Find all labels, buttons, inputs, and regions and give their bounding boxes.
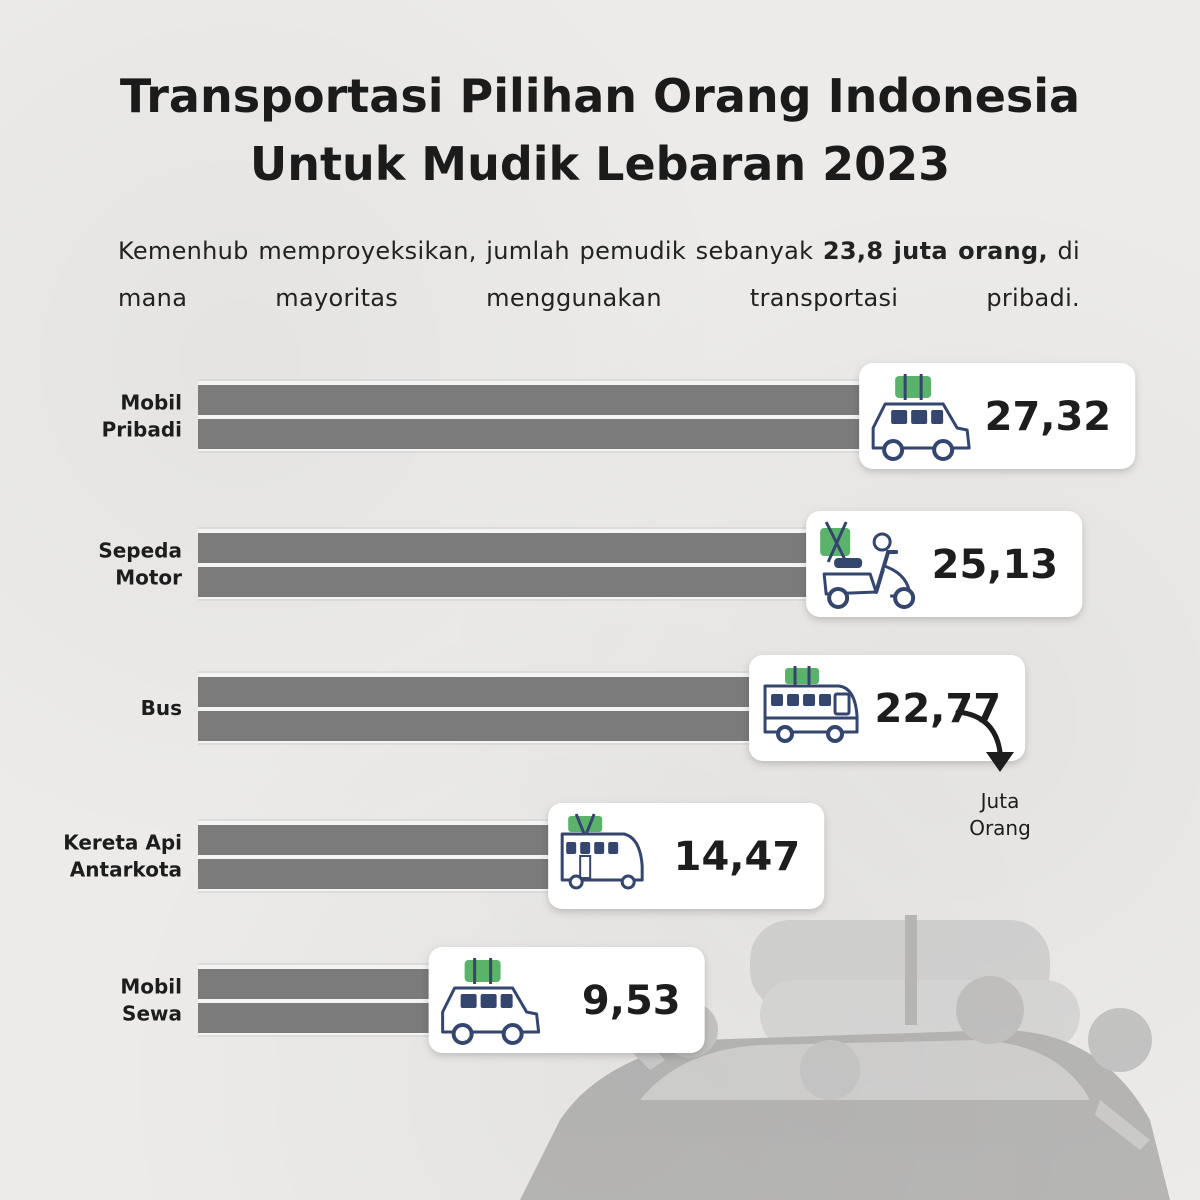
car-icon (441, 958, 541, 1045)
unit-line-1: Juta (980, 789, 1020, 813)
category-label: Antarkota (70, 858, 182, 882)
value-card: 14,47 (548, 803, 825, 909)
bar (198, 819, 559, 893)
bar-group: Sepeda Motor 25,13 (98, 511, 1083, 617)
value-card: 27,32 (859, 363, 1136, 469)
category-label: Sepeda (98, 539, 182, 563)
data-label: 25,13 (932, 542, 1059, 588)
subtitle-highlight: 23,8 juta orang, (822, 237, 1048, 265)
data-label: 27,32 (985, 394, 1112, 440)
car-icon (871, 374, 971, 461)
subtitle-pre: Kemenhub memproyeksikan, jumlah pemudik … (118, 237, 823, 265)
category-label: Pribadi (102, 418, 182, 442)
title-line-1: Transportasi Pilihan Orang Indonesia (119, 69, 1081, 123)
unit-line-2: Orang (969, 816, 1031, 840)
category-label: Mobil (120, 975, 182, 999)
subtitle: Kemenhub memproyeksikan, jumlah pemudik … (118, 228, 1080, 322)
data-label: 9,53 (582, 978, 681, 1024)
category-label: Kereta Api (63, 831, 182, 855)
bar (198, 527, 817, 601)
unit-arrow-icon (955, 709, 1014, 772)
bar-group: Mobil Pribadi 27,32 (102, 363, 1136, 469)
data-label: 14,47 (674, 834, 801, 880)
category-label: Mobil (120, 391, 182, 415)
page-title: Transportasi Pilihan Orang Indonesia Unt… (0, 62, 1200, 198)
scooter-icon (820, 521, 916, 609)
travelers-illustration (520, 915, 1170, 1200)
category-label: Motor (115, 566, 182, 590)
bar-group: Mobil Sewa 9,53 (120, 947, 705, 1053)
bar (198, 963, 439, 1037)
title-line-2: Untuk Mudik Lebaran 2023 (249, 137, 951, 191)
category-label: Bus (141, 696, 182, 720)
bar (198, 671, 760, 745)
value-card: 9,53 (428, 947, 705, 1053)
bar-group: Kereta Api Antarkota 14,47 (63, 803, 825, 909)
data-label: 22,77 (875, 686, 1002, 732)
subtitle-post: di mana mayoritas menggunakan transporta… (118, 237, 1081, 312)
unit-label: Juta Orang (950, 788, 1050, 842)
bus-icon (763, 666, 859, 743)
bar-group: Bus 22,77 (141, 655, 1026, 761)
value-card: 25,13 (806, 511, 1083, 617)
value-card: 22,77 (749, 655, 1026, 761)
train-icon (560, 813, 644, 890)
bar (198, 379, 870, 453)
category-label: Sewa (122, 1002, 182, 1026)
